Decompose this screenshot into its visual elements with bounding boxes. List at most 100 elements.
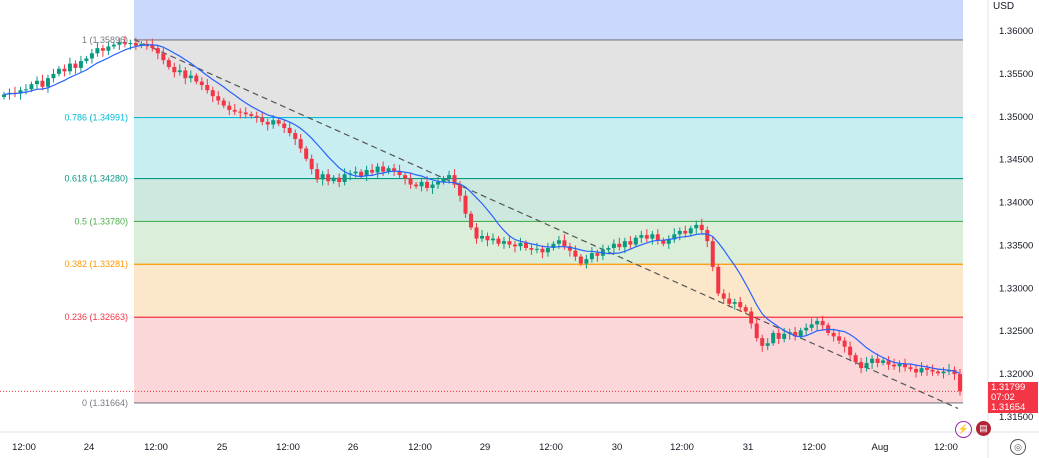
price-tick-label: 1.33000 — [999, 283, 1033, 294]
candle-body — [238, 111, 243, 113]
time-axis[interactable]: 12:00 24 12:00 25 12:00 26 12:00 29 12:00 30 12:00… — [0, 431, 1039, 453]
fib-label: 0 (1.31664) — [82, 398, 128, 408]
time-tick-label: 29 — [480, 442, 491, 453]
candle-body — [111, 44, 116, 47]
trendline — [133, 39, 959, 409]
fib-label: 0.786 (1.34991) — [64, 113, 128, 123]
candle-body — [842, 340, 847, 347]
candle-body — [144, 43, 149, 45]
candle-body — [952, 369, 957, 375]
time-tick-label: 12:00 — [144, 442, 168, 453]
candle-body — [941, 371, 946, 374]
candle-body — [183, 70, 188, 79]
fib-zone — [134, 221, 963, 265]
candle-body — [227, 105, 232, 110]
candle-body — [595, 253, 600, 256]
candle-body — [897, 363, 902, 367]
lightning-icon[interactable]: ⚡ — [955, 421, 972, 438]
candle-body — [232, 109, 237, 112]
candle-body — [287, 127, 292, 134]
candle-body — [139, 43, 144, 46]
candle-body — [210, 90, 215, 97]
candle-body — [84, 58, 89, 62]
price-tick-label: 1.32500 — [999, 326, 1033, 337]
candle-body — [655, 234, 660, 241]
candle-body — [540, 248, 545, 253]
fib-zone — [134, 117, 963, 179]
candle-body — [611, 243, 616, 249]
ma-line — [3, 44, 961, 375]
candle-body — [155, 48, 160, 54]
candle-body — [859, 362, 864, 369]
candle-body — [62, 68, 67, 72]
candle-body — [249, 114, 254, 116]
candle-body — [78, 61, 83, 68]
candle-body — [639, 235, 644, 238]
fib-zone — [134, 264, 963, 318]
fib-zone — [134, 178, 963, 222]
candle-body — [562, 240, 567, 247]
candle-body — [650, 234, 655, 239]
candle-body — [117, 42, 122, 45]
candle-body — [45, 78, 50, 87]
current-price: 1.31799 — [991, 382, 1026, 393]
current-price-tag: 1.31799 07:02 1.31654 — [988, 382, 1038, 413]
time-tick-label: 12:00 — [408, 442, 432, 453]
candle-body — [23, 89, 28, 91]
time-tick-label: 24 — [84, 442, 95, 453]
candle-body — [452, 175, 457, 185]
candle-body — [661, 240, 666, 244]
candle-body — [364, 169, 369, 176]
candle-body — [743, 307, 748, 312]
candle-body — [243, 112, 248, 115]
fib-zone — [134, 39, 963, 118]
candle-body — [919, 368, 924, 373]
price-tick-label: 1.31500 — [999, 412, 1033, 423]
candle-body — [480, 236, 484, 239]
candle-body — [194, 75, 199, 82]
candle-body — [716, 266, 721, 294]
candle-body — [436, 181, 441, 185]
candle-body — [793, 332, 798, 337]
candle-body — [848, 346, 853, 356]
candle-body — [337, 177, 342, 182]
candle-body — [776, 332, 781, 339]
fibonacci-lines — [0, 39, 963, 404]
time-tick-label: 25 — [217, 442, 228, 453]
candle-body — [199, 81, 204, 86]
settings-icon[interactable]: ◎ — [1010, 439, 1026, 455]
candle-body — [89, 53, 94, 59]
flag-icon[interactable]: ▤ — [976, 421, 991, 436]
candle-body — [501, 241, 506, 244]
candle-body — [34, 80, 39, 85]
candle-body — [545, 248, 550, 253]
price-axis-bg — [988, 0, 1039, 430]
candle-body — [18, 90, 23, 94]
candle-body — [342, 174, 347, 182]
candle-body — [771, 332, 776, 344]
candle-body — [958, 374, 962, 392]
candle-body — [584, 259, 589, 264]
candle-body — [864, 362, 869, 369]
candle-body — [304, 148, 309, 159]
time-tick-label: 12:00 — [12, 442, 36, 453]
price-axis[interactable]: 1.36000 1.35500 1.35000 1.34500 1.34000 1.335… — [987, 0, 1039, 458]
candle-body — [908, 367, 913, 369]
candle-body — [381, 166, 386, 172]
candle-body — [100, 48, 105, 51]
time-tick-label: 12:00 — [276, 442, 300, 453]
candle-body — [672, 234, 677, 240]
time-tick-label: 12:00 — [934, 442, 958, 453]
candle-body — [128, 43, 133, 45]
candle-body — [490, 238, 495, 241]
candle-body — [150, 44, 155, 49]
candle-body — [122, 42, 127, 44]
candle-body — [485, 236, 490, 241]
candle-body — [56, 68, 61, 74]
trendline-line — [133, 39, 959, 409]
candle-body — [2, 94, 6, 98]
candle-body — [798, 330, 803, 337]
currency-label[interactable]: USD — [993, 1, 1015, 12]
candle-body — [205, 85, 210, 91]
